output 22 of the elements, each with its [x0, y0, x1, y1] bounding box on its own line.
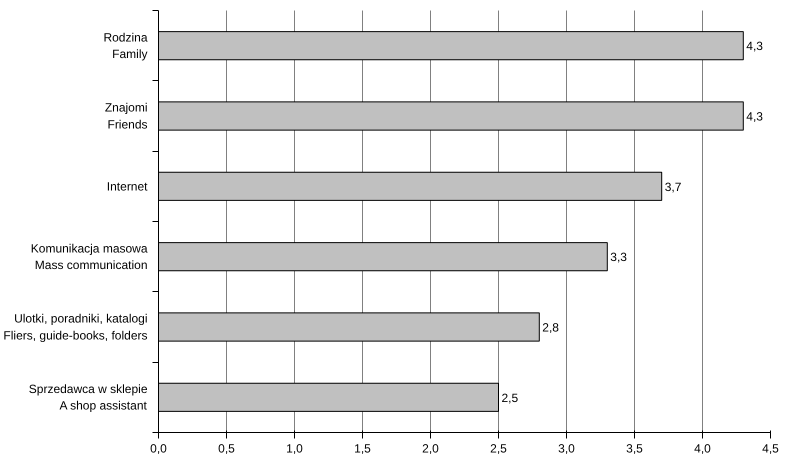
- data-label: 2,8: [542, 320, 560, 334]
- data-label: 3,3: [610, 250, 628, 264]
- y-tick-label: Komunikacja masowa Mass communication: [30, 241, 148, 272]
- x-tick-label: 2,5: [490, 442, 508, 456]
- y-tick-label: Znajomi Friends: [104, 100, 148, 132]
- data-label: 4,3: [746, 39, 764, 54]
- x-tick-label: 0,5: [218, 442, 236, 456]
- x-tick-label: 4,0: [694, 442, 712, 456]
- data-label: 3,7: [664, 180, 682, 194]
- x-tick-label: 4,5: [762, 442, 780, 456]
- y-tick-label: Ulotki, poradniki, katalogi Fliers, guide-books, folders: [3, 312, 148, 342]
- x-tick-label: 0,0: [150, 442, 168, 456]
- data-label: 4,3: [746, 110, 764, 124]
- y-tick-label: Rodzina Family: [103, 30, 148, 62]
- data-label: 2,5: [502, 390, 519, 405]
- x-tick-label: 1,0: [286, 442, 304, 456]
- x-tick-label: 1,5: [354, 442, 372, 456]
- x-tick-label: 3,5: [626, 442, 644, 456]
- x-tick-label: 3,0: [558, 442, 576, 456]
- y-tick-label: Sprzedawca w sklepie A shop assistant: [28, 382, 148, 413]
- x-tick-label: 2,0: [422, 442, 440, 456]
- y-tick-label: Internet: [106, 179, 148, 194]
